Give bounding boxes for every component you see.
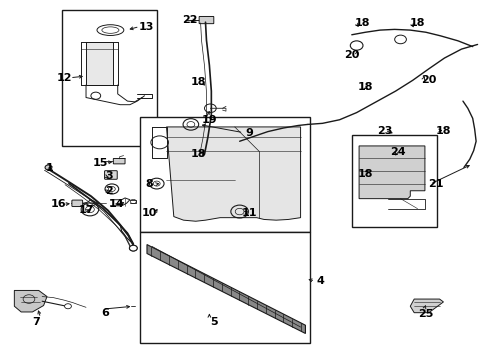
Text: 18: 18 (357, 168, 372, 179)
Text: 21: 21 (427, 179, 443, 189)
FancyBboxPatch shape (72, 200, 82, 207)
Bar (351, 135, 436, 226)
Ellipse shape (102, 27, 119, 33)
Text: 1: 1 (45, 163, 53, 173)
Circle shape (45, 165, 52, 170)
Text: 7: 7 (32, 317, 40, 327)
Text: 23: 23 (376, 126, 392, 135)
Polygon shape (147, 244, 305, 333)
Text: 18: 18 (354, 18, 369, 28)
Text: 8: 8 (145, 179, 153, 189)
Polygon shape (14, 291, 47, 312)
Text: 17: 17 (78, 206, 94, 216)
FancyBboxPatch shape (104, 171, 117, 179)
Text: 3: 3 (105, 171, 113, 181)
Text: 18: 18 (357, 82, 372, 93)
Text: 18: 18 (190, 149, 205, 159)
Text: 15: 15 (93, 158, 108, 168)
Text: 5: 5 (210, 317, 218, 327)
Bar (61, 10, 157, 146)
FancyBboxPatch shape (199, 17, 213, 24)
Text: 18: 18 (190, 77, 205, 87)
Circle shape (129, 245, 137, 251)
Text: 2: 2 (105, 186, 113, 197)
Text: 9: 9 (245, 128, 253, 138)
Bar (86, 42, 113, 85)
Polygon shape (409, 299, 443, 313)
Text: 18: 18 (409, 18, 425, 28)
Circle shape (64, 304, 71, 309)
Text: 14: 14 (109, 199, 124, 210)
Text: 4: 4 (316, 276, 324, 286)
Text: 22: 22 (182, 15, 197, 26)
Text: 13: 13 (138, 22, 153, 32)
Polygon shape (166, 127, 300, 221)
Circle shape (129, 245, 137, 251)
Polygon shape (358, 146, 424, 199)
Ellipse shape (97, 25, 123, 36)
Text: 11: 11 (241, 208, 257, 218)
Text: 16: 16 (50, 199, 66, 210)
Text: 19: 19 (201, 115, 217, 125)
Text: 20: 20 (420, 75, 436, 85)
Text: 10: 10 (142, 208, 157, 218)
Text: 18: 18 (435, 126, 450, 135)
Bar (140, 232, 310, 343)
FancyBboxPatch shape (113, 158, 125, 164)
Bar (140, 117, 310, 232)
Text: 12: 12 (56, 73, 72, 83)
Text: 24: 24 (389, 147, 405, 157)
Text: 25: 25 (417, 310, 433, 319)
Text: 6: 6 (102, 309, 109, 318)
Text: 20: 20 (344, 50, 359, 60)
